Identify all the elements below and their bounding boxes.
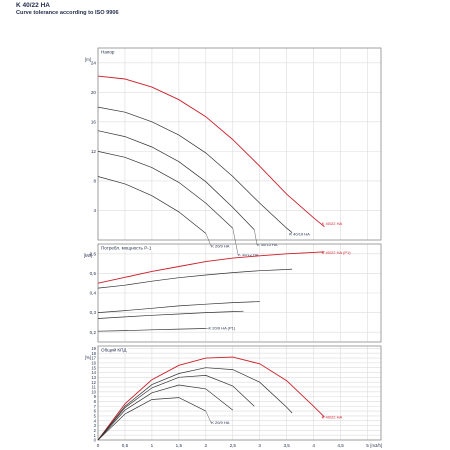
series-line [97,130,255,230]
series-leader-line [289,232,293,235]
x-tick-label: 3,5 [283,443,290,448]
y-tick-label: 17 [91,356,96,361]
series-leader-line [205,410,212,424]
series-label: K 40/22 HA [322,221,343,226]
power-frame [97,243,382,343]
x-tick-label: 4,5 [337,443,344,448]
y-tick-label: 14 [91,370,96,375]
y-tick-label: 9 [94,394,97,399]
panel-label: Общий КПД [101,347,127,353]
series-label: K 40/22 HA [322,414,343,419]
y-tick-label: 3 [94,423,97,428]
y-tick-label: 0 [94,438,97,443]
y-tick-label: 2 [94,428,97,433]
series-label: K 40/22 HA (P1) [322,250,352,255]
y-tick-label: 11 [92,385,97,390]
panel-label-bg [99,347,129,353]
series-leader-line [254,229,258,245]
series-line [97,151,234,229]
efficiency-frame [97,345,382,441]
series-line [97,268,293,289]
series-leader-line [232,228,239,256]
y-tick-label: 8 [94,399,97,404]
series-line [97,397,206,441]
panel-label-bg [99,245,160,251]
series-line [97,301,260,313]
x-tick-label: 5 [366,443,369,448]
y-tick-label: 12 [91,149,97,154]
y-tick-label: 4 [93,208,96,213]
y-tick-label: 5 [94,413,97,418]
y-tick-label: 24 [91,60,97,65]
x-tick-label: 3 [258,443,261,448]
y-unit-label: [m] [85,57,91,62]
y-tick-label: 18 [91,351,96,356]
series-line [97,310,244,319]
y-tick-label: 0,6 [90,251,97,256]
y-tick-label: 20 [91,90,97,95]
y-tick-label: 16 [91,360,96,365]
x-tick-label: 4 [312,443,315,448]
series-line [97,367,293,441]
y-tick-label: 15 [91,365,96,370]
panel-label: Потребл. мощность P-1 [101,246,152,251]
y-tick-label: 13 [91,375,96,380]
panel-label: Напор [101,50,115,55]
efficiency-panel [97,345,382,441]
series-line [97,375,255,441]
y-tick-label: 1 [94,433,97,438]
series-line [97,384,234,441]
series-leader-line [321,224,325,227]
power-panel [97,243,382,343]
x-tick-label: 2 [205,443,208,448]
x-tick-label: 1,5 [176,443,183,448]
series-label: K 30/12 HA [238,252,259,257]
x-tick-label: 1 [151,443,154,448]
panel-label-bg [99,49,118,55]
y-tick-label: 16 [91,119,97,124]
series-line [97,106,293,233]
series-label: K 30/15 HA [257,242,278,247]
series-label: K 20/9 HA [211,243,230,248]
y-tick-label: 0,2 [90,330,97,335]
y-tick-label: 0,3 [90,310,97,315]
x-tick-label: 2,5 [230,443,237,448]
series-line [97,356,325,441]
series-line [97,176,207,234]
x-tick-label: 0 [97,443,100,448]
series-label: K 20/9 HA [211,420,230,425]
series-label: K 20/9 HA (P1) [209,325,236,330]
series-leader-line [321,251,325,253]
y-tick-label: 7 [94,404,97,409]
y-unit-label: [%] [85,355,91,360]
page-title: K 40/22 HA [16,2,50,9]
y-unit-label: [kW] [84,253,92,258]
y-tick-label: 10 [91,389,96,394]
y-tick-label: 8 [93,179,96,184]
series-line [97,328,206,332]
page-subtitle: Curve tolerance according to ISO 9906 [16,10,119,16]
y-tick-label: 19 [91,346,96,351]
x-axis-unit: [m3/h] [370,443,382,448]
y-tick-label: 0,5 [90,271,97,276]
y-tick-label: 4 [94,418,97,423]
series-line [97,251,325,284]
series-label: K 40/19 HA [289,232,310,237]
y-tick-label: 12 [91,380,96,385]
head-panel [97,47,382,256]
y-tick-label: 6 [94,409,97,414]
head-frame [97,47,382,241]
x-tick-label: 0,5 [122,443,129,448]
series-line [97,75,325,228]
y-tick-label: 0,4 [90,291,97,296]
